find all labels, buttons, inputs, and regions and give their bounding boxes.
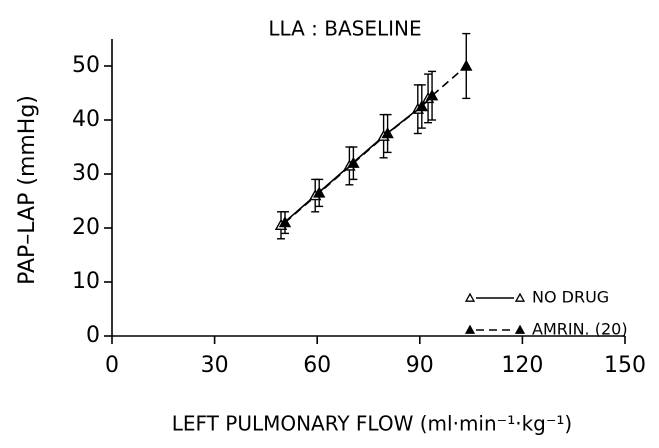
- legend-marker: [464, 292, 476, 302]
- marker: [313, 186, 326, 198]
- y-tick-label: 40: [72, 107, 100, 132]
- y-tick-label: 20: [72, 215, 100, 240]
- legend-marker: [514, 324, 526, 334]
- x-tick-label: 150: [604, 353, 646, 378]
- marker: [425, 89, 439, 101]
- chart-title: LLA : BASELINE: [268, 17, 421, 41]
- y-tick-label: 50: [72, 53, 100, 78]
- marker: [347, 156, 360, 168]
- legend-marker: [464, 324, 476, 334]
- y-tick-label: 30: [72, 161, 100, 186]
- x-tick-label: 60: [303, 353, 331, 378]
- x-tick-label: 120: [501, 353, 543, 378]
- x-tick-label: 0: [105, 353, 119, 378]
- y-axis-label: PAP–LAP (mmHg): [15, 95, 40, 285]
- legend-marker: [514, 292, 526, 302]
- x-axis-label: LEFT PULMONARY FLOW (ml·min⁻¹·kg⁻¹): [172, 412, 573, 436]
- marker: [278, 216, 292, 228]
- marker: [415, 100, 428, 112]
- marker: [460, 59, 473, 71]
- x-tick-label: 30: [201, 353, 229, 378]
- legend-label: NO DRUG: [532, 288, 609, 307]
- y-tick-label: 0: [86, 323, 100, 348]
- y-tick-label: 10: [72, 269, 100, 294]
- x-tick-label: 90: [406, 353, 434, 378]
- legend-label: AMRIN. (20): [532, 320, 628, 339]
- marker: [381, 127, 394, 139]
